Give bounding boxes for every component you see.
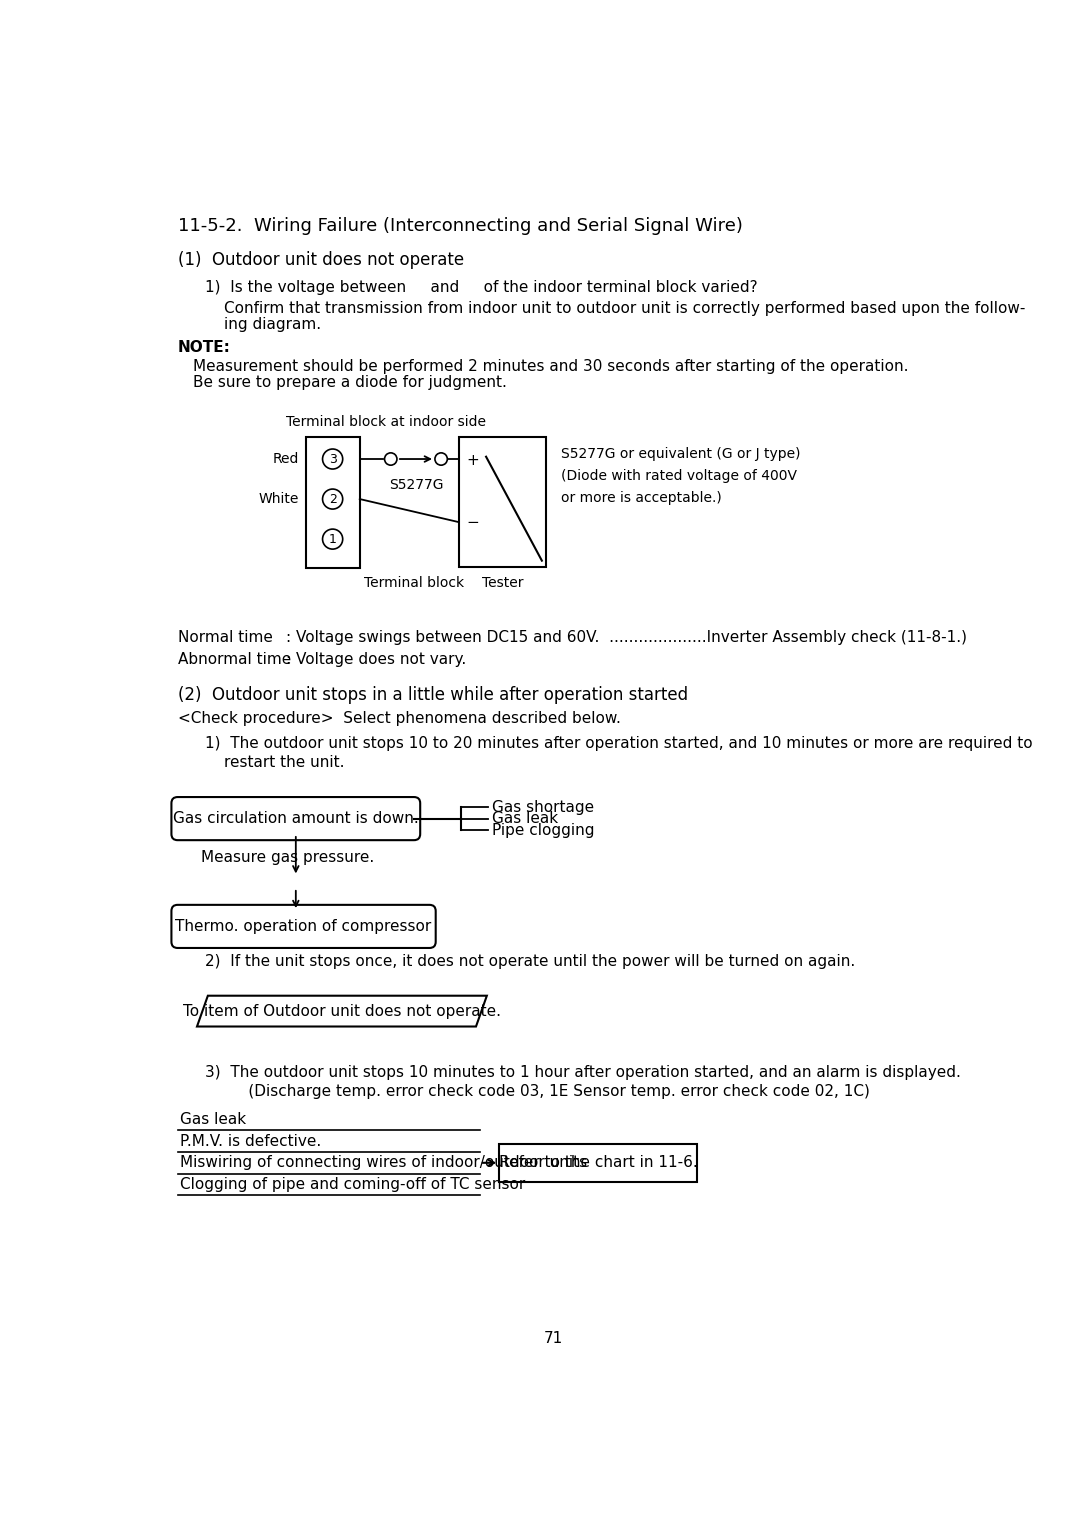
Text: Measurement should be performed 2 minutes and 30 seconds after starting of the o: Measurement should be performed 2 minute… [193, 359, 908, 374]
Text: (1)  Outdoor unit does not operate: (1) Outdoor unit does not operate [177, 252, 463, 269]
Text: Confirm that transmission from indoor unit to outdoor unit is correctly performe: Confirm that transmission from indoor un… [225, 301, 1026, 316]
Text: Be sure to prepare a diode for judgment.: Be sure to prepare a diode for judgment. [193, 374, 507, 390]
Text: Gas leak: Gas leak [180, 1112, 246, 1128]
Text: 1)  Is the voltage between     and     of the indoor terminal block varied?: 1) Is the voltage between and of the ind… [205, 280, 757, 295]
Text: Refer to the chart in 11-6.: Refer to the chart in 11-6. [499, 1155, 698, 1170]
Text: Gas shortage: Gas shortage [491, 799, 594, 814]
FancyBboxPatch shape [172, 905, 435, 947]
Bar [459, 437, 545, 567]
Text: P.M.V. is defective.: P.M.V. is defective. [180, 1134, 321, 1149]
Text: Clogging of pipe and coming-off of TC sensor: Clogging of pipe and coming-off of TC se… [180, 1177, 525, 1192]
Text: To item of Outdoor unit does not operate.: To item of Outdoor unit does not operate… [183, 1004, 501, 1019]
Text: Abnormal time: Abnormal time [177, 652, 291, 666]
Circle shape [323, 489, 342, 509]
FancyBboxPatch shape [172, 798, 420, 840]
Text: (2)  Outdoor unit stops in a little while after operation started: (2) Outdoor unit stops in a little while… [177, 686, 688, 704]
Text: Terminal block: Terminal block [364, 576, 463, 590]
Polygon shape [197, 996, 487, 1027]
Circle shape [435, 452, 447, 465]
Text: NOTE:: NOTE: [177, 339, 230, 354]
Bar [306, 437, 360, 568]
Text: Measure gas pressure.: Measure gas pressure. [202, 850, 375, 865]
Text: 2: 2 [328, 492, 337, 506]
Text: (Diode with rated voltage of 400V: (Diode with rated voltage of 400V [562, 469, 797, 483]
Text: Pipe clogging: Pipe clogging [491, 822, 594, 837]
Text: (Discharge temp. error check code 03, 1E Sensor temp. error check code 02, 1C): (Discharge temp. error check code 03, 1E… [225, 1085, 870, 1100]
Text: S5277G: S5277G [389, 478, 443, 492]
Text: Tester: Tester [482, 576, 523, 590]
Text: <Check procedure>  Select phenomena described below.: <Check procedure> Select phenomena descr… [177, 711, 621, 726]
Text: Terminal block at indoor side: Terminal block at indoor side [286, 416, 486, 429]
Text: restart the unit.: restart the unit. [225, 755, 345, 770]
Bar [499, 1143, 697, 1183]
Text: 3: 3 [328, 452, 337, 466]
Text: White: White [259, 492, 299, 506]
Text: Gas leak: Gas leak [491, 811, 557, 827]
Text: Normal time: Normal time [177, 630, 272, 645]
Text: Thermo. operation of compressor: Thermo. operation of compressor [175, 918, 432, 934]
Text: ing diagram.: ing diagram. [225, 316, 321, 332]
Text: 1: 1 [328, 533, 337, 545]
Text: 11-5-2.  Wiring Failure (Interconnecting and Serial Signal Wire): 11-5-2. Wiring Failure (Interconnecting … [177, 217, 743, 235]
Text: Miswiring of connecting wires of indoor/outdoor units: Miswiring of connecting wires of indoor/… [180, 1155, 588, 1170]
Text: 71: 71 [544, 1331, 563, 1346]
Text: 1)  The outdoor unit stops 10 to 20 minutes after operation started, and 10 minu: 1) The outdoor unit stops 10 to 20 minut… [205, 736, 1032, 752]
Text: S5277G or equivalent (G or J type): S5277G or equivalent (G or J type) [562, 448, 800, 461]
Text: −: − [467, 515, 480, 530]
Circle shape [323, 529, 342, 549]
Text: +: + [467, 454, 480, 468]
Text: Gas circulation amount is down.: Gas circulation amount is down. [173, 811, 419, 827]
Text: or more is acceptable.): or more is acceptable.) [562, 490, 723, 504]
Text: 3)  The outdoor unit stops 10 minutes to 1 hour after operation started, and an : 3) The outdoor unit stops 10 minutes to … [205, 1065, 960, 1080]
Circle shape [384, 452, 397, 465]
Text: Red: Red [273, 452, 299, 466]
Circle shape [323, 449, 342, 469]
Text: : Voltage swings between DC15 and 60V.  ....................Inverter Assembly ch: : Voltage swings between DC15 and 60V. .… [286, 630, 967, 645]
Text: : Voltage does not vary.: : Voltage does not vary. [286, 652, 467, 666]
Text: 2)  If the unit stops once, it does not operate until the power will be turned o: 2) If the unit stops once, it does not o… [205, 953, 855, 969]
